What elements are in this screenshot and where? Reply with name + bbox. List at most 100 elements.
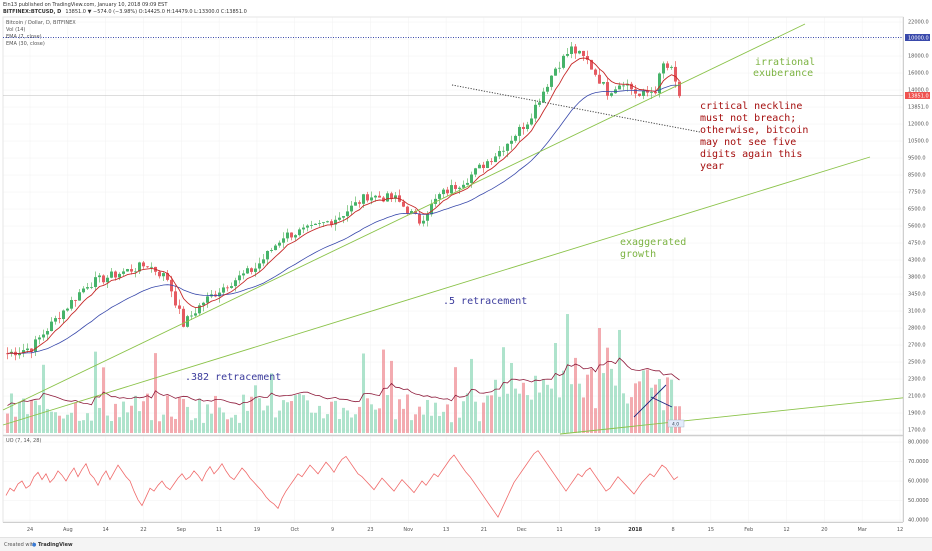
candle bbox=[178, 299, 181, 315]
volume-bar bbox=[178, 397, 181, 433]
volume-bar bbox=[458, 417, 461, 433]
volume-bar bbox=[150, 420, 153, 433]
volume-bar bbox=[446, 404, 449, 433]
volume-bar bbox=[486, 395, 489, 433]
volume-bar bbox=[58, 415, 61, 433]
candle bbox=[106, 275, 109, 289]
footer-brand[interactable]: TradingView bbox=[38, 542, 73, 548]
candle bbox=[286, 228, 289, 242]
volume-bar bbox=[386, 395, 389, 433]
candle bbox=[118, 272, 121, 281]
volume-bar bbox=[298, 393, 301, 433]
volume-bars bbox=[6, 314, 681, 433]
price-tick-label: 10500.0 bbox=[908, 139, 929, 145]
volume-bar bbox=[374, 409, 377, 433]
candle bbox=[598, 68, 601, 84]
candle bbox=[262, 253, 265, 267]
volume-bar bbox=[90, 420, 93, 433]
time-tick-label: 22 bbox=[140, 527, 146, 533]
candle bbox=[566, 48, 569, 58]
price-marker-badge: 10000.0 bbox=[905, 34, 930, 42]
volume-bar bbox=[266, 405, 269, 433]
candle bbox=[42, 329, 45, 341]
time-tick-label: Dec bbox=[517, 527, 527, 533]
candle bbox=[146, 266, 149, 268]
time-tick-label: 11 bbox=[216, 527, 222, 533]
svg-text:growth: growth bbox=[620, 249, 656, 260]
volume-trend-down bbox=[650, 396, 673, 408]
candle bbox=[290, 232, 293, 241]
time-tick-label: 9 bbox=[331, 527, 334, 533]
volume-bar bbox=[550, 388, 553, 433]
price-tick-label: 4750.0 bbox=[908, 241, 926, 247]
time-tick-label: 11 bbox=[556, 527, 562, 533]
time-axis[interactable]: 24 Aug 14 22 Sep 11 19 Oct 9 23 Nov 13 21 Dec 11 19 2018… bbox=[3, 522, 903, 534]
candle bbox=[498, 146, 501, 160]
volume-bar bbox=[86, 413, 89, 433]
volume-bar bbox=[522, 382, 525, 433]
candle bbox=[94, 271, 97, 291]
candle bbox=[386, 191, 389, 202]
volume-bar bbox=[430, 415, 433, 433]
volume-bar bbox=[582, 397, 585, 433]
volume-bar bbox=[354, 414, 357, 433]
volume-bar bbox=[362, 353, 365, 433]
time-tick-label: 21 bbox=[481, 527, 487, 533]
price-tick-label: 2300.0 bbox=[908, 377, 926, 383]
candle bbox=[158, 270, 161, 279]
volume-bar bbox=[130, 405, 133, 433]
uo-label[interactable]: UO (7, 14, 28) bbox=[6, 438, 41, 444]
volume-bar bbox=[118, 417, 121, 433]
candle bbox=[110, 267, 113, 279]
volume-bar bbox=[590, 368, 593, 433]
price-tick-label: 14000.0 bbox=[908, 88, 929, 94]
candle bbox=[446, 186, 449, 197]
volume-bar bbox=[378, 408, 381, 433]
price-tick-label: 16000.0 bbox=[908, 71, 929, 77]
price-tick-label: 13851.0 bbox=[908, 105, 929, 111]
volume-bar bbox=[426, 399, 429, 433]
candle bbox=[114, 270, 117, 281]
indicator-vol[interactable]: Vol (14) bbox=[6, 27, 25, 33]
volume-bar bbox=[22, 398, 25, 433]
volume-trend-up bbox=[633, 384, 667, 418]
volume-bar bbox=[190, 420, 193, 433]
time-tick-label: 20 bbox=[821, 527, 827, 533]
candle bbox=[230, 282, 233, 289]
candle bbox=[462, 180, 465, 190]
volume-bar bbox=[234, 414, 237, 433]
price-axis[interactable]: 22000.020000.018000.016000.014000.013851… bbox=[903, 17, 932, 522]
volume-bar bbox=[242, 394, 245, 433]
candle bbox=[66, 307, 69, 312]
svg-text:exaggerated: exaggerated bbox=[620, 237, 686, 248]
candle bbox=[62, 309, 65, 324]
candle bbox=[162, 271, 165, 282]
candle bbox=[130, 264, 133, 275]
indicator-ema30[interactable]: EMA (30, close) bbox=[6, 41, 45, 47]
candle bbox=[594, 68, 597, 77]
candle bbox=[586, 50, 589, 65]
volume-bar bbox=[294, 395, 297, 433]
volume-bar bbox=[154, 353, 157, 433]
volume-bar bbox=[34, 400, 37, 433]
annotation-neckline: critical neckline must not breach; other… bbox=[700, 101, 808, 172]
time-tick-label: Nov bbox=[403, 527, 413, 533]
candle bbox=[138, 261, 141, 275]
volume-bar bbox=[342, 407, 345, 433]
volume-bar bbox=[662, 410, 665, 433]
volume-bar bbox=[122, 401, 125, 433]
candle bbox=[534, 99, 537, 123]
time-tick-label: 24 bbox=[27, 527, 33, 533]
candle bbox=[126, 268, 129, 272]
uo-axis[interactable]: 80.0000 70.0000 60.0000 50.0000 40.0000 bbox=[908, 440, 929, 524]
time-tick-label: 14 bbox=[102, 527, 108, 533]
candle bbox=[418, 211, 421, 226]
volume-bar bbox=[438, 415, 441, 433]
uo-line bbox=[5, 450, 679, 518]
candle bbox=[546, 84, 549, 95]
volume-bar bbox=[586, 374, 589, 433]
candle bbox=[58, 311, 61, 324]
chart-canvas: Ein13 published on TradingView.com, Janu… bbox=[2, 2, 932, 534]
volume-bar bbox=[570, 384, 573, 433]
candle bbox=[150, 262, 153, 273]
